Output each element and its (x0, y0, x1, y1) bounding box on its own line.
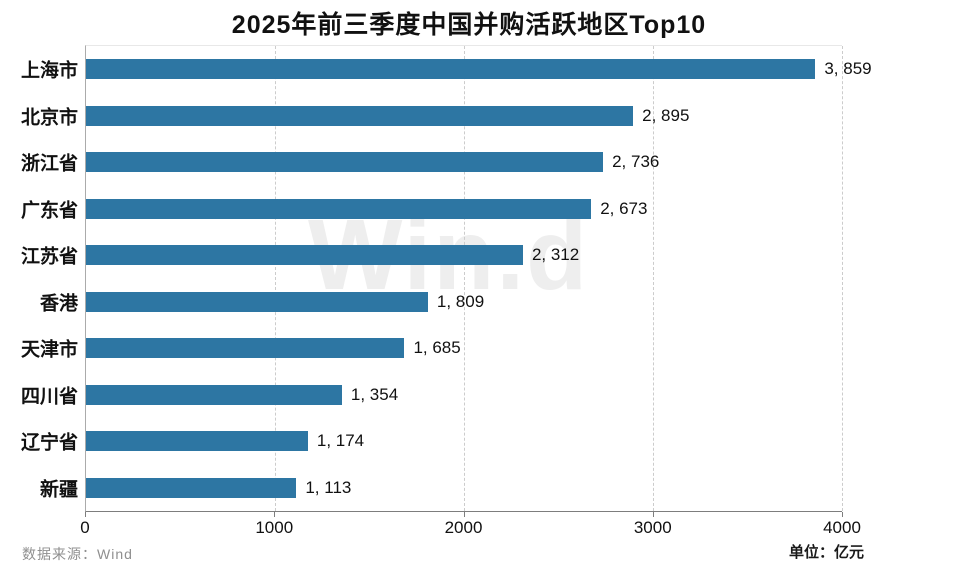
category-label: 上海市 (20, 60, 78, 82)
unit-label: 单位：亿元 (788, 544, 864, 561)
category-label: 辽宁省 (20, 432, 78, 454)
x-tick-mark (85, 512, 86, 517)
bar-row: 江苏省 2, 312 (21, 232, 842, 279)
x-tick-label: 4000 (823, 518, 861, 537)
bar (86, 477, 297, 498)
x-tick-label: 0 (80, 518, 90, 537)
bar-row: 辽宁省 1, 174 (21, 418, 842, 465)
value-label: 1, 809 (436, 291, 485, 311)
value-label: 1, 685 (413, 338, 461, 358)
category-label: 香港 (39, 293, 78, 315)
category-label: 广东省 (20, 200, 78, 222)
category-label: 新疆 (39, 479, 78, 501)
value-label: 2, 736 (612, 152, 660, 172)
bar (86, 431, 308, 452)
bar (86, 152, 604, 173)
x-tick-label: 2000 (444, 518, 483, 537)
bar-row: 香港 1, 809 (40, 279, 842, 326)
gridline (842, 46, 843, 511)
value-label: 1, 174 (316, 431, 365, 451)
bar (86, 59, 816, 80)
bar-row: 上海市 3, 859 (21, 46, 872, 93)
data-source-label: 数据来源：Wind (22, 546, 133, 562)
value-label: 2, 895 (642, 105, 690, 125)
x-tick-label: 1000 (255, 518, 294, 537)
bar-row: 新疆 1, 113 (40, 465, 842, 512)
category-label: 北京市 (20, 107, 78, 129)
value-label: 3, 859 (824, 59, 872, 79)
value-label: 2, 673 (600, 198, 648, 218)
gridline (653, 46, 654, 511)
value-label: 1, 113 (305, 477, 352, 497)
bar (86, 245, 523, 266)
bar-row: 北京市 2, 895 (21, 93, 842, 140)
category-label: 浙江省 (20, 153, 78, 175)
value-label: 1, 354 (350, 384, 399, 404)
bar (86, 338, 405, 359)
bar-row: 广东省 2, 673 (21, 186, 842, 233)
x-tick-mark (274, 512, 276, 517)
bar (86, 198, 592, 219)
category-label: 四川省 (20, 386, 78, 408)
chart-title: 2025年前三季度中国并购活跃地区Top10 (231, 11, 707, 39)
bar-row: 四川省 1, 354 (21, 372, 842, 419)
x-tick-mark (463, 512, 465, 517)
gridline (275, 46, 276, 511)
bar (86, 384, 342, 405)
x-tick-mark (652, 512, 654, 517)
bar (86, 105, 634, 126)
x-tick-label: 3000 (633, 518, 672, 537)
plot-area: Win.d 上海市 3, 859 北京市 2, 895 浙江省 2, 736 广东省 2, 6… (21, 45, 872, 512)
category-label: 江苏省 (20, 246, 78, 268)
category-label: 天津市 (20, 339, 78, 361)
bar-row: 浙江省 2, 736 (21, 139, 842, 186)
gridline (464, 46, 465, 511)
value-label: 2, 312 (531, 245, 580, 265)
bars-container: 上海市 3, 859 北京市 2, 895 浙江省 2, 736 广东省 2, 673 江苏省 2… (21, 46, 872, 512)
bar (86, 291, 428, 312)
bar-row: 天津市 1, 685 (21, 325, 842, 372)
x-tick-mark (842, 512, 843, 517)
